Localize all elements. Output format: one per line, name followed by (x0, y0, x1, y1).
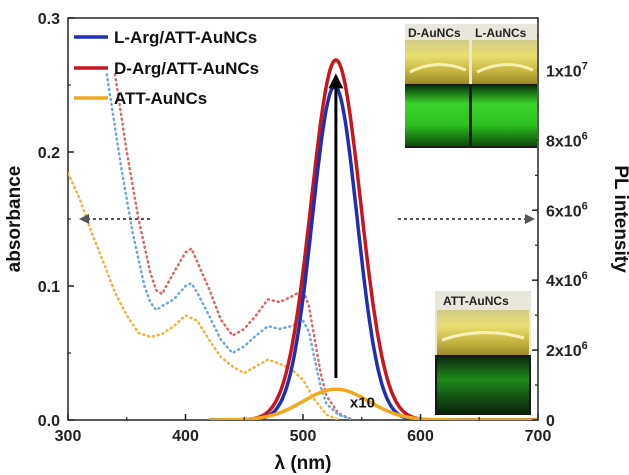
emission-series-2 (209, 387, 538, 420)
photo-label-d-aunc: D-AuNCs (408, 26, 461, 40)
y-left-axis-ticks: 0.0 0.1 0.2 0.3 (38, 11, 74, 430)
x-tick-label: 600 (407, 428, 434, 445)
y-left-tick-label: 0.1 (38, 279, 60, 296)
y-left-tick-label: 0.0 (38, 413, 60, 430)
vial-d-aunc-daylight (405, 40, 469, 84)
x-axis-ticks: 300 400 500 600 700 (55, 414, 552, 445)
y-right-axis-title: PL intensity (610, 165, 629, 273)
legend-label-att: ATT-AuNCs (114, 89, 207, 108)
legend-label-d-arg: D-Arg/ATT-AuNCs (114, 59, 259, 78)
y-left-tick-label: 0.2 (38, 145, 60, 162)
absorbance-series-0 (113, 73, 352, 420)
y-right-tick-label: 0 (546, 413, 555, 430)
y-right-tick-label: 8x106 (546, 130, 588, 150)
photo-label-att-aunc: ATT-AuNCs (443, 294, 509, 308)
legend-label-l-arg: L-Arg/ATT-AuNCs (114, 28, 257, 47)
x-axis-title: λ (nm) (275, 453, 332, 474)
vial-l-aunc-uv (472, 86, 537, 146)
y-right-tick-label: 1x107 (546, 60, 588, 80)
y-right-axis-ticks: 0 2x106 4x106 6x106 8x106 1x107 (532, 34, 588, 430)
scale-factor-label: x10 (350, 395, 375, 412)
y-left-tick-label: 0.3 (38, 11, 60, 28)
inset-photo-d-l-aunc: D-AuNCs L-AuNCs (405, 24, 537, 148)
photo-label-l-aunc: L-AuNCs (475, 26, 527, 40)
y-right-tick-label: 4x106 (546, 270, 588, 290)
emission-series-layer (209, 58, 538, 420)
x-tick-label: 400 (172, 428, 199, 445)
x-tick-label: 500 (290, 428, 317, 445)
x-tick-label: 300 (55, 428, 82, 445)
emission-series-0 (209, 58, 538, 420)
y-left-axis-title: absorbance (4, 166, 25, 273)
absorbance-series-2 (68, 172, 340, 420)
absorbance-series-layer (68, 73, 352, 420)
vial-att-aunc-uv (437, 357, 529, 413)
vial-d-aunc-uv (405, 86, 469, 146)
absorbance-series-1 (105, 73, 352, 420)
x-tick-label: 700 (525, 428, 552, 445)
y-right-tick-label: 2x106 (546, 340, 588, 360)
vial-l-aunc-daylight (472, 40, 537, 84)
inset-photo-att-aunc: ATT-AuNCs (435, 291, 531, 415)
y-right-tick-label: 6x106 (546, 200, 588, 220)
legend: L-Arg/ATT-AuNCs D-Arg/ATT-AuNCs ATT-AuNC… (74, 28, 259, 108)
